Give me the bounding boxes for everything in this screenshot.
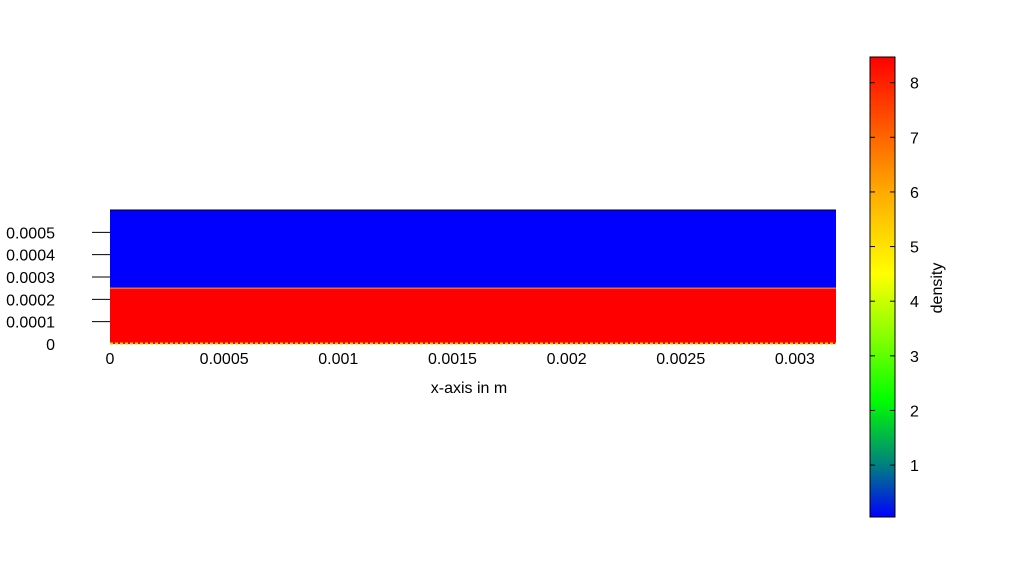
colorbar-tick-label: 4: [910, 294, 919, 311]
y-tick-label: 0.0005: [6, 225, 55, 242]
x-tick-label: 0.001: [318, 351, 358, 368]
x-axis: 0 0.0005 0.001 0.0015 0.002 0.0025 0.003: [106, 351, 815, 368]
x-tick-label: 0.0015: [428, 351, 477, 368]
colorbar-tick-label: 6: [910, 185, 919, 202]
plot-area: [110, 209, 836, 345]
colorbar-tick-label: 8: [910, 76, 919, 93]
x-tick-label: 0.003: [775, 351, 815, 368]
x-tick-label: 0.002: [547, 351, 587, 368]
y-tick-label: 0.0001: [6, 315, 55, 332]
heatmap-region-1: [110, 210, 836, 289]
heatmap-region-0: [110, 288, 836, 344]
x-tick-label: 0: [106, 351, 115, 368]
colorbar: 1 2 3 4 5 6 7 8: [869, 56, 919, 518]
y-axis: 0 0.0001 0.0002 0.0003 0.0004 0.0005: [6, 225, 110, 354]
y-tick-label: 0: [46, 337, 55, 354]
colorbar-tick-label: 3: [910, 349, 919, 366]
colorbar-label: density: [929, 263, 946, 314]
x-tick-label: 0.0005: [200, 351, 249, 368]
colorbar-tick-label: 1: [910, 458, 919, 475]
x-tick-label: 0.0025: [656, 351, 705, 368]
colorbar-tick-label: 2: [910, 403, 919, 420]
colorbar-tick-label: 5: [910, 240, 919, 257]
x-axis-label: x-axis in m: [431, 380, 507, 397]
y-tick-label: 0.0002: [6, 292, 55, 309]
colorbar-gradient: [869, 56, 896, 518]
y-tick-label: 0.0004: [6, 248, 55, 265]
colorbar-tick-label: 7: [910, 130, 919, 147]
y-tick-label: 0.0003: [6, 270, 55, 287]
